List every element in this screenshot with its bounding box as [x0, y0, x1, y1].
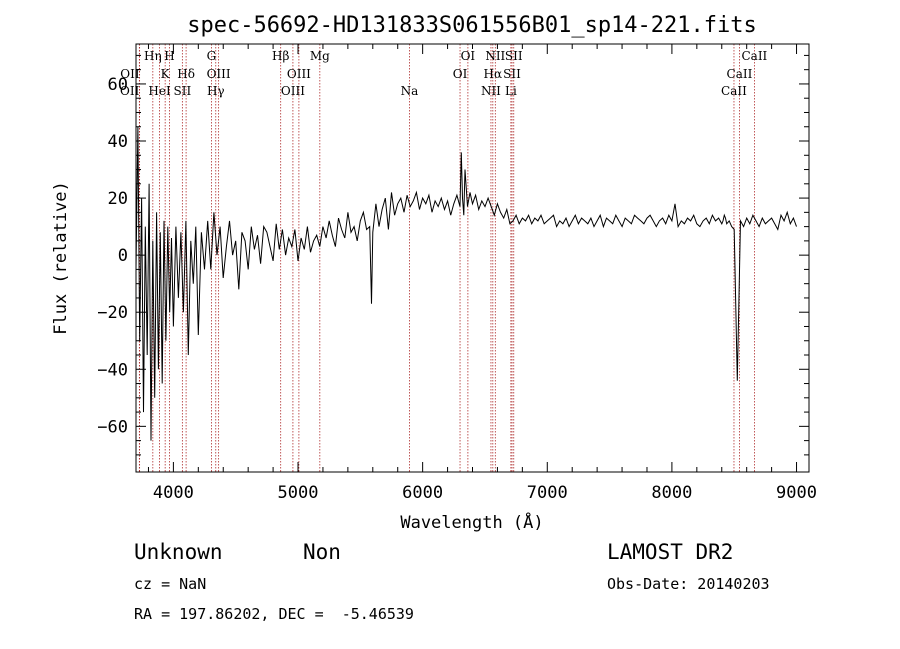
y-tick-label: 60	[108, 75, 128, 95]
line-marker-label: Hβ	[272, 49, 289, 63]
object-subclass: Non	[303, 540, 341, 564]
x-tick-label: 5000	[278, 483, 319, 503]
y-axis-label: Flux (relative)	[51, 181, 71, 335]
x-axis-label: Wavelength (Å)	[400, 511, 543, 533]
line-marker-label: OIII	[287, 67, 311, 81]
survey-name: LAMOST DR2	[607, 540, 733, 564]
line-marker-label: K	[161, 67, 171, 81]
line-marker-label: OI	[453, 67, 468, 81]
x-tick-label: 4000	[153, 483, 194, 503]
y-axis: −60 −40 −20 0 20 40 60	[97, 54, 809, 456]
x-axis: 4000 5000 6000 7000 8000 9000	[147, 44, 817, 503]
x-tick-label: 9000	[776, 483, 817, 503]
line-marker-label: G	[207, 49, 217, 63]
x-tick-label: 8000	[651, 483, 692, 503]
line-marker-label: Li	[505, 84, 517, 98]
line-marker-label: NII	[485, 49, 505, 63]
spectrum-line	[135, 126, 797, 441]
line-marker-label: Na	[401, 84, 419, 98]
line-marker-label: SII	[505, 49, 523, 63]
line-marker-labels: OII OII Hη HeI KH SII Hδ G Hγ OIII Hβ OIII OIII Mg Na O…	[120, 49, 768, 98]
line-marker-label: OI	[461, 49, 476, 63]
object-class: Unknown	[134, 540, 223, 564]
y-tick-label: −20	[97, 303, 128, 323]
y-tick-label: 0	[118, 246, 128, 266]
line-marker-label: Hγ	[207, 84, 225, 98]
line-marker-label: CaII	[721, 84, 747, 98]
line-marker-label: CaII	[741, 49, 767, 63]
line-marker-label: CaII	[727, 67, 753, 81]
y-tick-label: −40	[97, 360, 128, 380]
line-marker-label: NII	[481, 84, 501, 98]
line-marker-label: Hη	[144, 49, 162, 63]
y-tick-label: −60	[97, 417, 128, 437]
line-marker-label: Hδ	[177, 67, 195, 81]
line-markers	[138, 44, 755, 472]
line-marker-label: HeI	[148, 84, 171, 98]
line-marker-label: SII	[503, 67, 521, 81]
line-marker-label: Hα	[484, 67, 503, 81]
observation-date: Obs-Date: 20140203	[607, 575, 770, 593]
redshift-readout: cz = NaN	[134, 575, 206, 593]
line-marker-label: Mg	[310, 49, 330, 63]
line-marker-label: OII	[120, 84, 140, 98]
y-tick-label: 40	[108, 132, 128, 152]
chart-title: spec-56692-HD131833S061556B01_sp14-221.f…	[187, 13, 757, 38]
y-tick-label: 20	[108, 189, 128, 209]
x-tick-label: 7000	[527, 483, 568, 503]
line-marker-label: SII	[174, 84, 192, 98]
line-marker-label: OIII	[281, 84, 305, 98]
line-marker-label: H	[164, 49, 174, 63]
line-marker-label: OII	[120, 67, 140, 81]
line-marker-label: OIII	[207, 67, 231, 81]
x-tick-label: 6000	[402, 483, 443, 503]
coordinates-readout: RA = 197.86202, DEC = -5.46539	[134, 605, 414, 623]
